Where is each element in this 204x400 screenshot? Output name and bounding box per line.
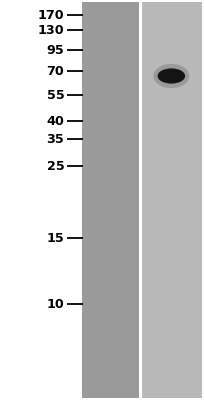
Text: 10: 10 bbox=[47, 298, 64, 310]
Bar bbox=[202, 2, 204, 398]
Text: 25: 25 bbox=[47, 160, 64, 172]
Bar bbox=[81, 2, 82, 398]
Ellipse shape bbox=[153, 64, 189, 88]
Ellipse shape bbox=[157, 68, 185, 84]
Bar bbox=[139, 2, 142, 398]
Text: 40: 40 bbox=[46, 115, 64, 128]
Text: 130: 130 bbox=[38, 24, 64, 36]
Bar bbox=[141, 2, 203, 398]
Text: 15: 15 bbox=[47, 232, 64, 244]
Text: 35: 35 bbox=[47, 133, 64, 146]
Text: 95: 95 bbox=[47, 44, 64, 56]
Text: 170: 170 bbox=[38, 9, 64, 22]
Text: 55: 55 bbox=[47, 89, 64, 102]
Text: 70: 70 bbox=[47, 65, 64, 78]
Bar bbox=[82, 2, 141, 398]
